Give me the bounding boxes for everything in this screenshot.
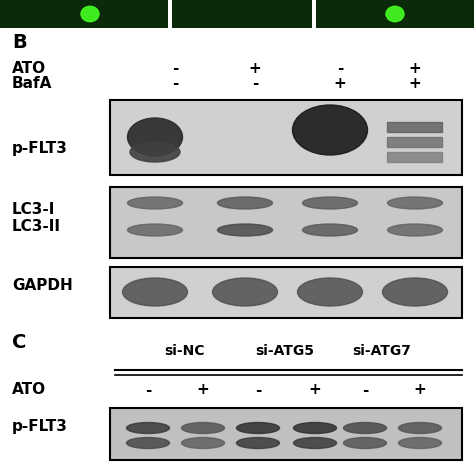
Text: -: -	[337, 61, 343, 75]
Ellipse shape	[218, 197, 273, 209]
Text: ATO: ATO	[12, 383, 46, 398]
Text: GAPDH: GAPDH	[12, 277, 73, 292]
Ellipse shape	[344, 438, 386, 448]
Ellipse shape	[182, 438, 225, 448]
Text: -: -	[172, 75, 178, 91]
Ellipse shape	[399, 438, 441, 448]
Bar	[110, 267, 462, 318]
Ellipse shape	[399, 422, 441, 434]
Bar	[110, 408, 462, 460]
Ellipse shape	[127, 422, 170, 434]
Text: -: -	[362, 383, 368, 398]
Ellipse shape	[388, 197, 443, 209]
Text: -: -	[255, 383, 261, 398]
Text: BafA: BafA	[12, 75, 52, 91]
Ellipse shape	[383, 278, 447, 306]
Text: LC3-I
LC3-II: LC3-I LC3-II	[12, 202, 61, 234]
Ellipse shape	[81, 6, 99, 22]
Text: si-NC: si-NC	[165, 344, 205, 358]
Bar	[172, 0, 312, 28]
Text: -: -	[252, 75, 258, 91]
Text: +: +	[409, 75, 421, 91]
Ellipse shape	[128, 118, 182, 156]
Text: +: +	[409, 61, 421, 75]
Text: C: C	[12, 333, 27, 352]
Bar	[316, 0, 474, 28]
Ellipse shape	[182, 422, 225, 434]
Ellipse shape	[293, 422, 337, 434]
Ellipse shape	[298, 278, 363, 306]
Ellipse shape	[128, 224, 182, 236]
Ellipse shape	[302, 197, 357, 209]
Text: si-ATG7: si-ATG7	[353, 344, 411, 358]
Text: p-FLT3: p-FLT3	[12, 140, 68, 155]
Ellipse shape	[292, 105, 367, 155]
Text: +: +	[334, 75, 346, 91]
Ellipse shape	[128, 197, 182, 209]
Ellipse shape	[122, 278, 188, 306]
Text: si-ATG5: si-ATG5	[255, 344, 315, 358]
Text: ATO: ATO	[12, 61, 46, 75]
Bar	[388, 122, 443, 132]
Ellipse shape	[302, 224, 357, 236]
Ellipse shape	[237, 438, 280, 448]
Ellipse shape	[293, 438, 337, 448]
Text: p-FLT3: p-FLT3	[12, 419, 68, 435]
Ellipse shape	[130, 142, 180, 162]
Ellipse shape	[218, 224, 273, 236]
Bar	[388, 137, 443, 147]
Text: -: -	[172, 61, 178, 75]
Ellipse shape	[388, 224, 443, 236]
Ellipse shape	[344, 422, 386, 434]
Text: +: +	[249, 61, 261, 75]
Ellipse shape	[127, 438, 170, 448]
Bar	[110, 187, 462, 258]
Text: B: B	[12, 33, 27, 52]
Text: +: +	[309, 383, 321, 398]
Ellipse shape	[237, 422, 280, 434]
Bar	[0, 0, 168, 28]
Text: -: -	[145, 383, 151, 398]
Text: +: +	[414, 383, 427, 398]
Ellipse shape	[386, 6, 404, 22]
Text: +: +	[197, 383, 210, 398]
Ellipse shape	[212, 278, 277, 306]
Bar	[110, 100, 462, 175]
Bar	[388, 152, 443, 162]
